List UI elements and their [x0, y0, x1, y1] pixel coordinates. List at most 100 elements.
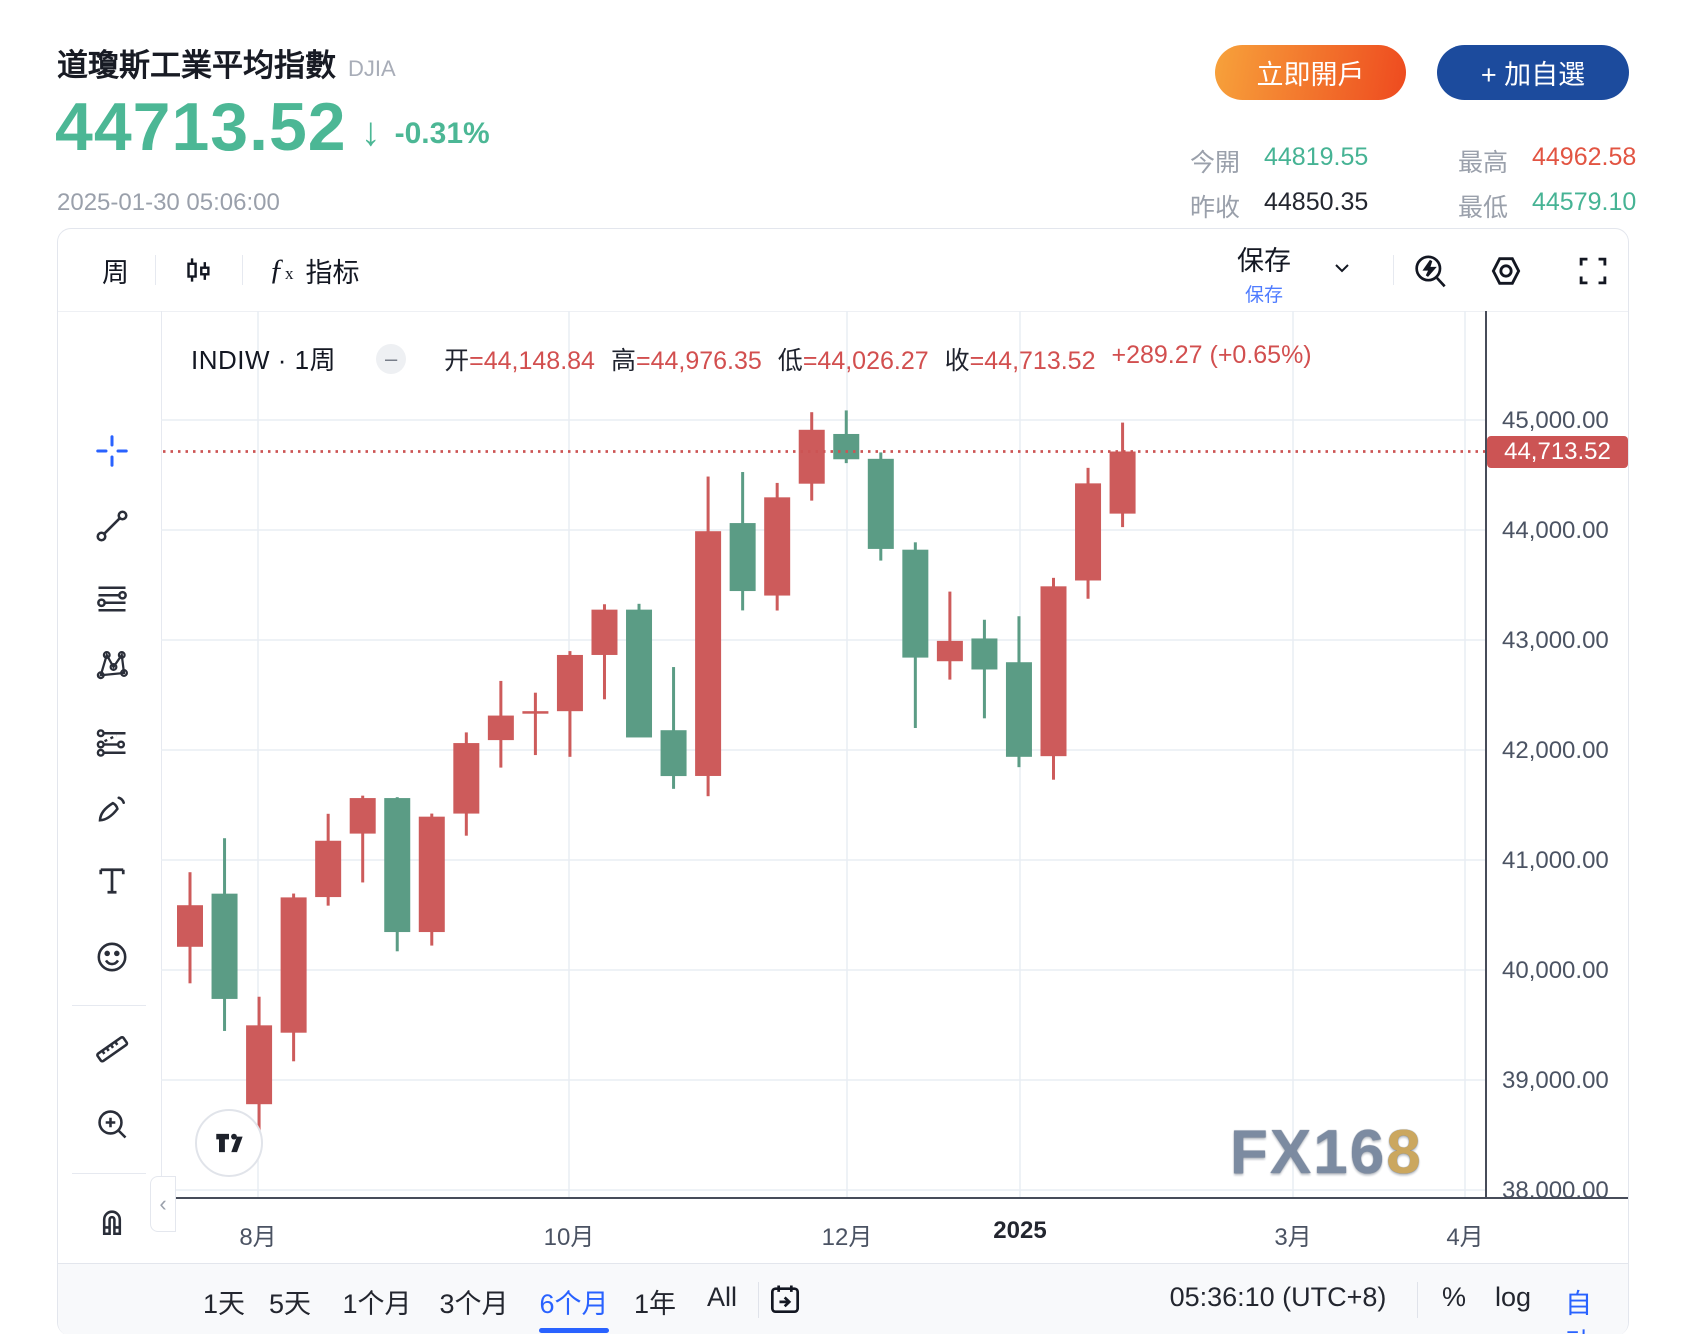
price-tick-label: 41,000.00: [1502, 847, 1609, 874]
legend-ohlc-item: 开=44,148.84: [444, 346, 595, 375]
goto-date-button[interactable]: [766, 1280, 804, 1318]
time-tick-label: 4月: [1446, 1224, 1484, 1251]
hexagon-gear-icon: [1491, 257, 1521, 285]
candlestick-icon: [187, 258, 210, 282]
stat-value: 44962.58: [1532, 143, 1637, 171]
candlestick-chart[interactable]: [161, 311, 1485, 1197]
xabcd-pattern-icon: [96, 651, 128, 680]
candle-2025-01-06: [1005, 616, 1032, 768]
projection-tool-button[interactable]: [94, 725, 130, 761]
legend-ohlc-item: 收=44,713.52: [944, 346, 1096, 375]
fx168-watermark: FX168: [1230, 1118, 1423, 1187]
stat-label: 最高: [1458, 149, 1509, 177]
price-tick-label: 45,000.00: [1502, 407, 1609, 434]
candle-2024-08-12: [280, 893, 307, 1062]
fib-tool-button[interactable]: [94, 581, 130, 617]
crosshair-tool-button[interactable]: [94, 433, 130, 469]
stat-1: 昨收 44850.35: [1190, 188, 1368, 224]
price-block: 44713.52 ↓ -0.31%: [55, 88, 490, 166]
range-tab-All[interactable]: All: [706, 1282, 738, 1312]
range-tab-6个月[interactable]: 6个月: [539, 1289, 609, 1319]
auto-scale-button[interactable]: 自动: [1565, 1289, 1592, 1334]
legend-ohlc: 开=44,148.84 高=44,976.35 低=44,026.27 收=44,71…: [444, 341, 1328, 377]
save-button[interactable]: 保存 保存: [1226, 239, 1302, 307]
session-clock[interactable]: 05:36:10 (UTC+8): [1169, 1282, 1387, 1312]
down-arrow-icon: ↓: [360, 109, 381, 154]
measure-tool-button[interactable]: [94, 1031, 130, 1067]
candle-2024-10-21: [626, 603, 653, 738]
candle-2024-12-09: [867, 452, 894, 561]
tradingview-logo[interactable]: [195, 1109, 263, 1177]
toolbar-divider: [1393, 255, 1394, 285]
chart-widget: 周 ƒx 指标 保存 保存: [57, 228, 1629, 1334]
toolbar-divider: [1417, 1282, 1418, 1318]
brush-tool-button[interactable]: [94, 791, 130, 827]
tradingview-glyph: [216, 1133, 243, 1153]
candle-2024-07-22: [177, 872, 203, 984]
toolbar-divider: [155, 255, 156, 285]
text-tool-button[interactable]: [94, 863, 130, 899]
emoji-tool-button[interactable]: [94, 939, 130, 975]
open-account-button[interactable]: 立即開戶: [1215, 45, 1406, 100]
zoom-in-tool-button[interactable]: [94, 1106, 130, 1142]
candle-2025-01-20: [1075, 467, 1102, 599]
candle-2025-01-27: [1109, 422, 1136, 528]
drawing-toolbar: [58, 311, 162, 1334]
ruler-icon: [96, 1035, 129, 1063]
time-tick-label: 10月: [543, 1224, 595, 1251]
stat-2: 最高 44962.58: [1458, 143, 1636, 179]
settings-button[interactable]: [1486, 251, 1526, 291]
fullscreen-button[interactable]: [1574, 252, 1612, 290]
change-percent: -0.31%: [394, 117, 490, 150]
candle-2024-07-29: [211, 838, 238, 1031]
candle-2024-12-30: [971, 619, 998, 719]
range-tab-5天[interactable]: 5天: [268, 1289, 312, 1319]
range-tab-1天[interactable]: 1天: [202, 1289, 246, 1319]
toolbar-divider: [72, 1005, 146, 1006]
candle-2024-10-28: [660, 667, 687, 789]
legend-collapse-button[interactable]: –: [376, 343, 407, 374]
save-badge: 保存: [1244, 285, 1283, 306]
interval-button[interactable]: 周: [102, 257, 129, 288]
page-title: 道瓊斯工業平均指數 DJIA: [57, 40, 396, 85]
fib-retracement-icon: [97, 586, 127, 612]
range-tab-1年[interactable]: 1年: [633, 1289, 677, 1319]
add-watchlist-button[interactable]: + 加自選: [1437, 45, 1629, 100]
range-tab-1个月[interactable]: 1个月: [342, 1289, 412, 1319]
save-menu-chevron[interactable]: [1330, 259, 1354, 277]
instrument-symbol: DJIA: [348, 56, 396, 81]
candle-2024-08-19: [315, 813, 342, 906]
log-scale-button[interactable]: log: [1494, 1282, 1532, 1312]
price-tick-label: 40,000.00: [1502, 957, 1609, 984]
toolbar-divider: [72, 1173, 146, 1174]
candle-style-button[interactable]: [156, 253, 242, 287]
candle-2025-01-13: [1040, 577, 1067, 780]
candle-2024-10-07: [556, 651, 583, 757]
save-label: 保存: [1237, 246, 1291, 276]
legend-ohlc-item: 高=44,976.35: [610, 346, 762, 375]
price-tick-label: 43,000.00: [1502, 627, 1609, 654]
hide-toolbar-arrow[interactable]: ‹: [150, 1176, 176, 1232]
pattern-tool-button[interactable]: [94, 646, 130, 682]
indicators-button[interactable]: ƒx 指标: [243, 251, 386, 290]
candle-2024-09-23: [487, 680, 514, 768]
stat-value: 44579.10: [1532, 188, 1637, 216]
time-tick-label: 2025: [993, 1217, 1047, 1244]
time-axis[interactable]: 8月 10月 12月 2025 3月 4月: [161, 1197, 1628, 1265]
bottom-toolbar: 1天 5天 1个月 3个月 6个月 1年 All 05:36:10 (UTC+8) % lo…: [58, 1263, 1628, 1334]
fx-icon: ƒx: [269, 253, 294, 286]
price-tick-label: 42,000.00: [1502, 737, 1609, 764]
candle-2024-11-18: [764, 482, 791, 611]
stat-value: 44819.55: [1264, 143, 1369, 171]
trendline-tool-button[interactable]: [94, 508, 130, 544]
brush-icon: [98, 796, 125, 822]
range-tab-3个月[interactable]: 3个月: [439, 1289, 509, 1319]
price-axis-border: [1485, 311, 1487, 1263]
legend-ohlc-item: 低=44,026.27: [777, 346, 929, 375]
quick-search-button[interactable]: [1410, 251, 1450, 291]
stat-label: 昨收: [1190, 194, 1241, 222]
price-tick-label: 44,000.00: [1502, 517, 1609, 544]
magnet-tool-button[interactable]: [94, 1203, 130, 1239]
percent-scale-button[interactable]: %: [1441, 1282, 1467, 1312]
toolbar-divider: [242, 255, 243, 285]
